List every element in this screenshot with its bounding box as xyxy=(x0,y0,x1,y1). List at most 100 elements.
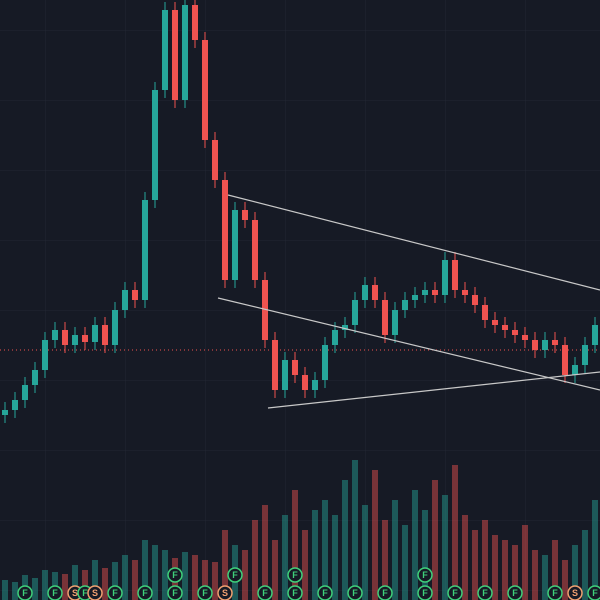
candle-body xyxy=(332,330,338,345)
volume-bar xyxy=(302,530,308,600)
event-marker[interactable] xyxy=(87,585,103,600)
candle-body xyxy=(192,5,198,40)
volume-bar xyxy=(282,515,288,600)
event-marker[interactable] xyxy=(167,585,183,600)
event-marker[interactable] xyxy=(47,585,63,600)
volume-bar xyxy=(112,562,118,600)
volume-bar xyxy=(572,545,578,600)
candle-body xyxy=(272,340,278,390)
candle-body xyxy=(262,280,268,340)
candle-body xyxy=(62,330,68,345)
event-marker[interactable] xyxy=(317,585,333,600)
volume-bar xyxy=(312,510,318,600)
candle-body xyxy=(452,260,458,290)
candle-body xyxy=(122,290,128,310)
candle-body xyxy=(372,285,378,300)
event-marker[interactable] xyxy=(547,585,563,600)
candle-body xyxy=(32,370,38,385)
volume-bar xyxy=(452,465,458,600)
event-marker[interactable] xyxy=(477,585,493,600)
event-label: F xyxy=(232,570,238,580)
candle-body xyxy=(492,320,498,325)
event-label: F xyxy=(172,570,178,580)
volume-pane xyxy=(2,460,598,600)
candle-body xyxy=(392,310,398,335)
candle-body xyxy=(172,10,178,100)
event-marker[interactable] xyxy=(217,585,233,600)
volume-bar xyxy=(2,580,8,600)
candle-body xyxy=(572,365,578,375)
candle-body xyxy=(22,385,28,400)
event-label: F xyxy=(172,588,178,598)
trend-line xyxy=(227,194,600,291)
event-marker[interactable] xyxy=(347,585,363,600)
event-label: S xyxy=(92,588,98,598)
event-label: S xyxy=(572,588,578,598)
candle-body xyxy=(52,330,58,340)
event-marker[interactable] xyxy=(227,567,243,583)
event-marker[interactable] xyxy=(447,585,463,600)
event-marker[interactable] xyxy=(167,567,183,583)
event-label: F xyxy=(422,570,428,580)
candle-body xyxy=(342,325,348,330)
volume-bar xyxy=(122,555,128,600)
candle-body xyxy=(562,345,568,375)
volume-bar xyxy=(382,520,388,600)
candle-body xyxy=(42,340,48,370)
event-marker[interactable] xyxy=(287,567,303,583)
volume-bar xyxy=(432,480,438,600)
event-marker[interactable] xyxy=(587,585,600,600)
candle-body xyxy=(352,300,358,325)
event-label: F xyxy=(552,588,558,598)
event-marker[interactable] xyxy=(417,567,433,583)
volume-bar xyxy=(422,510,428,600)
volume-bar xyxy=(522,525,528,600)
event-label: F xyxy=(482,588,488,598)
candle-body xyxy=(162,10,168,90)
volume-bar xyxy=(352,460,358,600)
volume-bar xyxy=(562,560,568,600)
event-label: F xyxy=(592,588,598,598)
volume-bar xyxy=(102,568,108,600)
volume-bar xyxy=(552,540,558,600)
volume-bar xyxy=(272,540,278,600)
candle-body xyxy=(592,325,598,345)
event-marker[interactable] xyxy=(287,585,303,600)
event-marker[interactable] xyxy=(107,585,123,600)
event-marker[interactable] xyxy=(137,585,153,600)
event-marker[interactable] xyxy=(197,585,213,600)
volume-bar xyxy=(322,500,328,600)
candle-body xyxy=(202,40,208,140)
event-marker[interactable] xyxy=(417,585,433,600)
candle-body xyxy=(222,180,228,280)
event-label: F xyxy=(292,588,298,598)
volume-bar xyxy=(12,582,18,600)
candle-body xyxy=(322,345,328,380)
volume-bar xyxy=(142,540,148,600)
candle-body xyxy=(102,325,108,345)
event-marker[interactable] xyxy=(377,585,393,600)
candle-body xyxy=(482,305,488,320)
volume-bar xyxy=(402,525,408,600)
candle-body xyxy=(12,400,18,410)
volume-bar xyxy=(542,555,548,600)
event-marker[interactable] xyxy=(17,585,33,600)
event-marker[interactable] xyxy=(257,585,273,600)
volume-bar xyxy=(592,500,598,600)
volume-bar xyxy=(252,520,258,600)
event-label: F xyxy=(452,588,458,598)
event-label: F xyxy=(82,588,88,598)
volume-bar xyxy=(62,574,68,600)
candle-body xyxy=(582,345,588,365)
event-marker[interactable] xyxy=(507,585,523,600)
candle-body xyxy=(522,335,528,340)
event-label: F xyxy=(142,588,148,598)
volume-bar xyxy=(262,505,268,600)
candle-body xyxy=(132,290,138,300)
event-marker[interactable] xyxy=(567,585,583,600)
volume-bar xyxy=(472,530,478,600)
candle-body xyxy=(302,375,308,390)
volume-bar xyxy=(212,562,218,600)
candle-body xyxy=(112,310,118,345)
